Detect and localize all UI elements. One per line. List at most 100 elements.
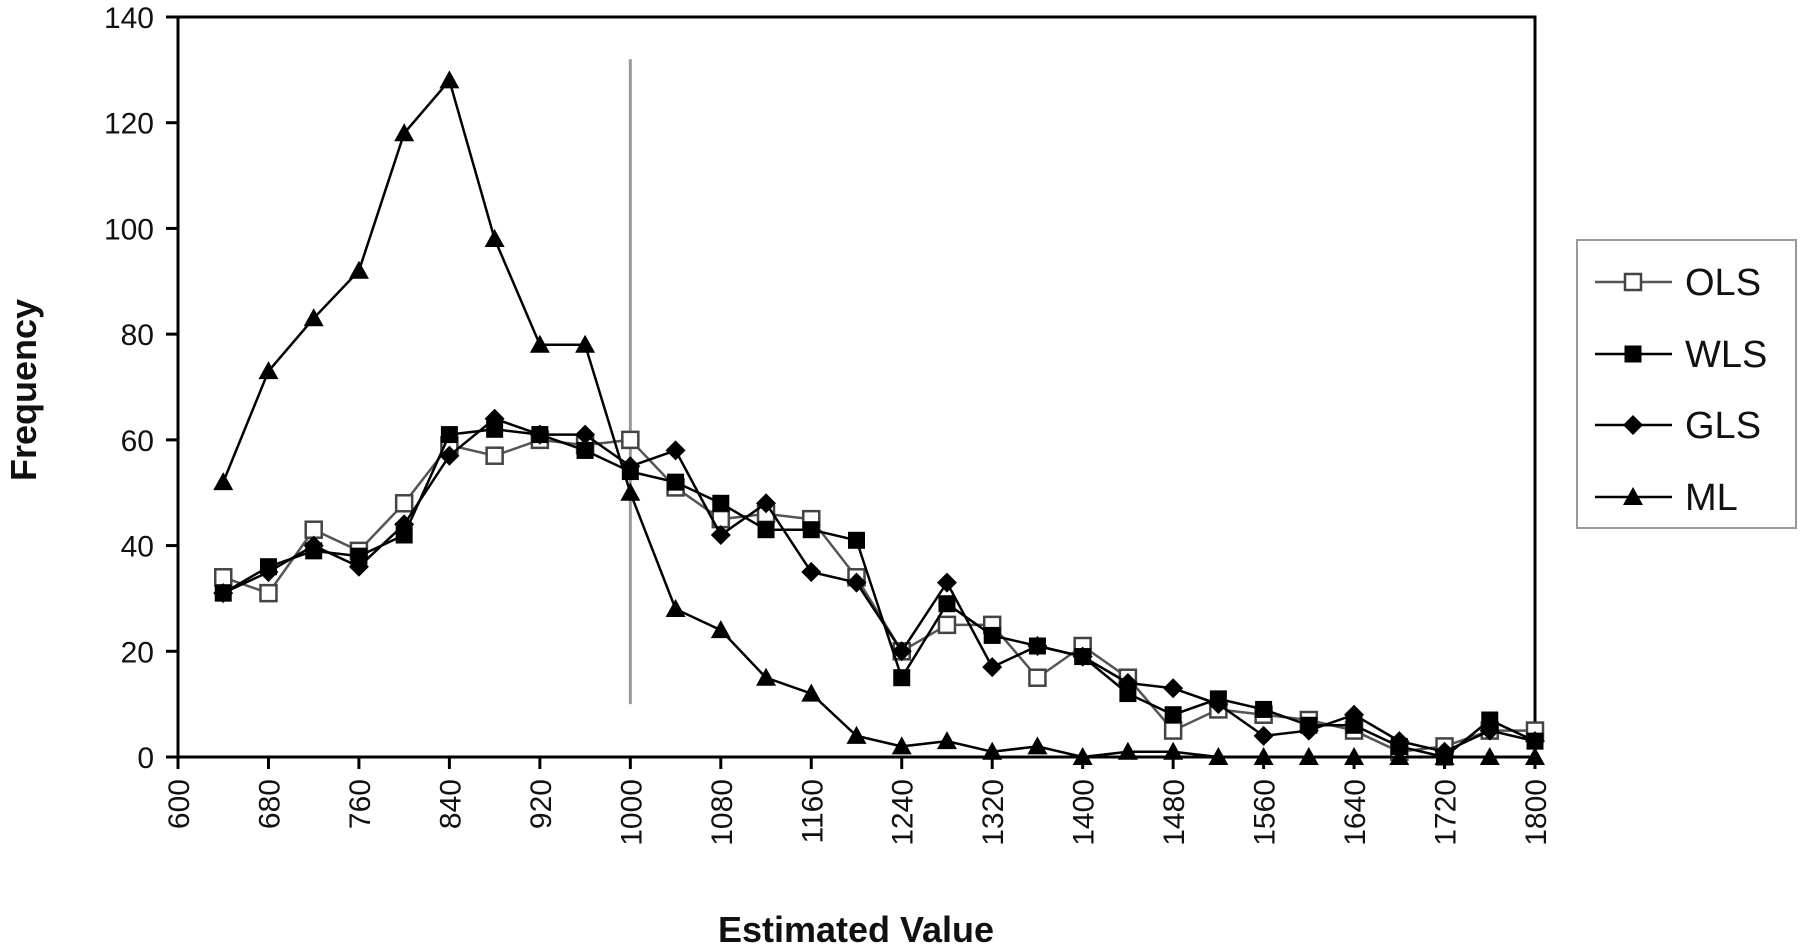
data-point-wls (440, 426, 458, 444)
x-tick-label: 920 (525, 779, 558, 829)
data-point-ml (982, 741, 1003, 760)
x-tick-label: 1480 (1158, 779, 1191, 846)
data-point-gls (756, 493, 777, 514)
data-point-ml (1117, 741, 1138, 760)
data-point-gls (1072, 646, 1093, 667)
x-tick-label: 1560 (1249, 779, 1282, 846)
data-point-ml (575, 334, 596, 353)
data-point-ml (1163, 741, 1184, 760)
legend-marker-ml (1623, 487, 1643, 505)
x-tick-label: 1720 (1430, 779, 1463, 846)
data-point-gls (303, 535, 324, 556)
data-point-wls (802, 521, 820, 539)
data-point-ml (801, 683, 822, 702)
data-point-wls (667, 473, 685, 491)
data-point-gls (348, 556, 369, 577)
data-point-wls (983, 626, 1001, 644)
data-point-ml (1479, 747, 1500, 765)
y-axis-title: Frequency (3, 299, 44, 481)
data-point-gls (891, 641, 912, 662)
x-tick-label: 1000 (615, 779, 648, 846)
data-point-gls (1479, 720, 1500, 741)
legend-label-gls: GLS (1685, 405, 1761, 447)
data-point-gls (1208, 694, 1229, 715)
data-point-ols (213, 568, 233, 587)
x-tick-label: 760 (344, 779, 377, 829)
data-point-wls (1164, 706, 1182, 724)
data-point-ml (213, 472, 234, 491)
data-point-wls (848, 531, 865, 549)
data-point-gls (1389, 731, 1410, 752)
y-tick-label: 60 (121, 425, 154, 458)
data-point-ml (1027, 736, 1048, 755)
data-point-ml (846, 725, 867, 744)
data-point-gls (1525, 731, 1545, 752)
data-point-ols (394, 494, 414, 513)
x-tick-label: 1320 (977, 779, 1010, 846)
data-point-ml (484, 229, 505, 247)
x-tick-label: 1160 (796, 779, 829, 844)
series-line-ml (222, 77, 1535, 759)
series-ml (213, 70, 1545, 765)
data-point-gls (1253, 725, 1274, 746)
data-point-ml (1434, 747, 1455, 765)
data-point-ml (529, 334, 550, 353)
y-tick-label: 0 (137, 742, 154, 775)
plot-area (176, 15, 1537, 759)
data-point-wls (893, 669, 911, 687)
x-tick-label: 1800 (1520, 779, 1553, 846)
data-point-ols (485, 446, 504, 465)
legend-marker-wls (1624, 345, 1642, 363)
data-point-ols (259, 583, 278, 603)
data-point-gls (982, 657, 1003, 678)
data-point-gls (394, 514, 415, 535)
data-point-ml (620, 482, 641, 501)
x-tick-label: 1400 (1068, 779, 1101, 846)
data-point-ml (394, 123, 415, 142)
data-point-wls (1255, 700, 1273, 718)
data-point-gls (1298, 720, 1319, 741)
y-tick-label: 140 (104, 2, 154, 35)
data-point-gls (258, 562, 279, 582)
x-tick-label: 680 (253, 779, 286, 829)
data-point-ml (665, 599, 686, 617)
x-tick-label: 600 (163, 779, 196, 829)
data-point-gls (1344, 704, 1365, 725)
x-axis-title: Estimated Value (718, 909, 994, 949)
data-point-ols (937, 615, 957, 635)
y-tick-label: 100 (104, 213, 154, 246)
data-point-gls (801, 562, 822, 582)
data-point-gls (1163, 678, 1184, 699)
data-point-gls (439, 445, 460, 466)
data-point-ols (1163, 721, 1183, 740)
data-point-ml (756, 667, 777, 686)
legend-label-ml: ML (1685, 477, 1738, 519)
data-point-ols (1028, 668, 1047, 687)
legend-label-ols: OLS (1685, 262, 1761, 304)
data-point-gls (710, 525, 731, 545)
series-layer (213, 70, 1545, 766)
data-point-gls (1027, 636, 1048, 656)
x-tick-label: 1640 (1339, 779, 1372, 846)
data-point-gls (936, 572, 957, 593)
data-point-gls (575, 424, 596, 445)
data-point-ols (621, 430, 640, 450)
data-point-ml (348, 260, 369, 279)
data-point-ml (1253, 747, 1274, 765)
legend-label-wls: WLS (1685, 334, 1767, 376)
data-point-ml (258, 361, 279, 380)
data-point-ols (304, 520, 323, 539)
data-point-ml (936, 731, 957, 750)
x-tick-label: 1240 (887, 779, 920, 846)
y-tick-label: 20 (121, 636, 154, 669)
data-point-gls (213, 583, 234, 604)
data-point-wls (576, 441, 594, 459)
data-point-gls (620, 456, 641, 477)
data-point-ml (1072, 747, 1093, 765)
data-point-gls (1117, 673, 1138, 693)
data-point-ml (439, 70, 460, 89)
x-tick-label: 1080 (706, 779, 739, 846)
legend-box (1576, 239, 1797, 529)
legend: OLS WLS GLS ML (1576, 239, 1797, 529)
